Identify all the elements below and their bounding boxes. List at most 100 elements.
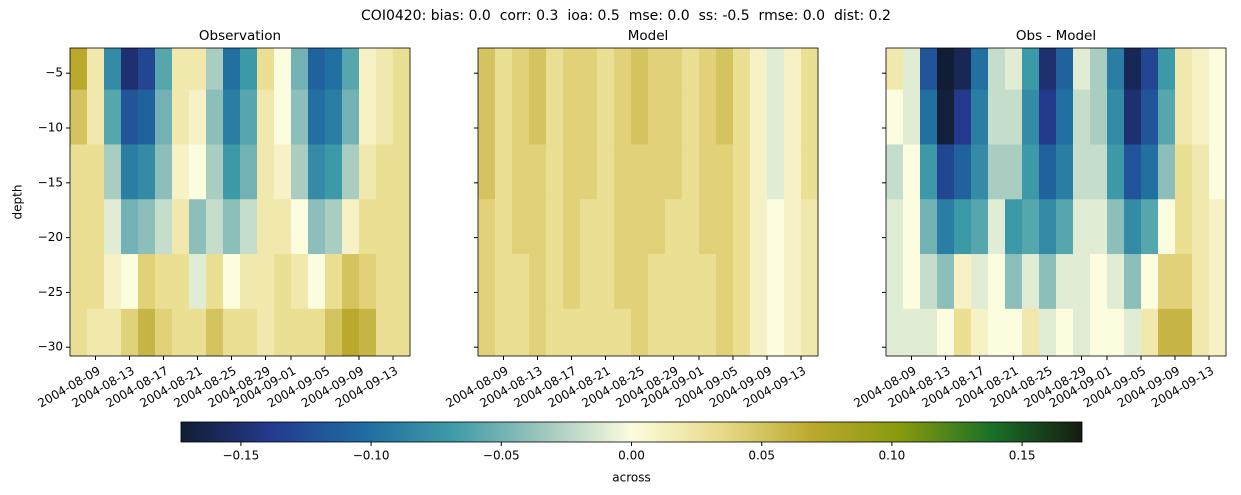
heatmap-cell: [172, 254, 190, 310]
heatmap-cell: [1158, 89, 1176, 145]
heatmap-cell: [954, 308, 972, 356]
heatmap-cell: [274, 48, 292, 91]
heatmap-cell: [1141, 48, 1159, 91]
y-tick-label: −10: [38, 121, 63, 135]
heatmap-cell: [988, 308, 1006, 356]
heatmap-cell: [223, 254, 241, 310]
heatmap-cell: [121, 254, 139, 310]
heatmap-cell: [359, 144, 377, 200]
heatmap-cell: [648, 89, 666, 145]
heatmap-cell: [512, 144, 530, 200]
heatmap-cell: [954, 48, 972, 91]
heatmap-cell: [189, 199, 207, 255]
heatmap-cell: [1141, 144, 1159, 200]
heatmap-cell: [937, 254, 955, 310]
heatmap-cell: [104, 144, 122, 200]
heatmap-cell: [1209, 48, 1226, 91]
heatmap-cell: [665, 199, 683, 255]
heatmap-cell: [121, 144, 139, 200]
heatmap-cell: [920, 308, 938, 356]
heatmap-cell: [767, 254, 785, 310]
heatmap-cell: [1209, 144, 1226, 200]
heatmap-cell: [512, 199, 530, 255]
heatmap-cell: [988, 254, 1006, 310]
heatmap-cell: [597, 144, 615, 200]
heatmap-cell: [172, 308, 190, 356]
heatmap-cell: [206, 48, 224, 91]
heatmap-cell: [495, 199, 513, 255]
heatmap-cell: [716, 48, 734, 91]
heatmap-cell: [1192, 48, 1210, 91]
heatmap-cell: [138, 144, 156, 200]
heatmap-cell: [291, 144, 309, 200]
heatmap-cell: [733, 48, 751, 91]
colorbar-tick-label: −0.05: [483, 449, 520, 463]
heatmap-cell: [886, 308, 904, 356]
heatmap-cell: [1073, 308, 1091, 356]
heatmap-cell: [240, 308, 258, 356]
heatmap-cell: [240, 254, 258, 310]
heatmap-cell: [1022, 48, 1040, 91]
heatmap-cell: [784, 199, 802, 255]
heatmap-cell: [376, 308, 394, 356]
heatmap-cell: [1124, 199, 1142, 255]
heatmap-cell: [937, 199, 955, 255]
heatmap-cell: [716, 89, 734, 145]
heatmap-cell: [1022, 144, 1040, 200]
heatmap-cell: [903, 144, 921, 200]
heatmap-cell: [648, 199, 666, 255]
heatmap-cell: [529, 199, 547, 255]
heatmap-cell: [988, 89, 1006, 145]
heatmap-cell: [1141, 254, 1159, 310]
heatmap-cell: [801, 254, 818, 310]
heatmap-cell: [971, 199, 989, 255]
heatmap-cell: [920, 199, 938, 255]
heatmap-cell: [104, 48, 122, 91]
heatmap-cell: [920, 144, 938, 200]
heatmap-cell: [1005, 89, 1023, 145]
heatmap-cell: [1175, 48, 1193, 91]
heatmap-cell: [1039, 144, 1057, 200]
heatmap-cell: [631, 308, 649, 356]
heatmap-cell: [801, 308, 818, 356]
heatmap-cell: [189, 144, 207, 200]
heatmap-cell: [733, 144, 751, 200]
heatmap-cell: [155, 254, 173, 310]
heatmap-cell: [665, 254, 683, 310]
heatmap-cell: [1005, 48, 1023, 91]
heatmap-cell: [206, 89, 224, 145]
heatmap-cell: [291, 89, 309, 145]
heatmap-cell: [750, 89, 768, 145]
heatmap-cell: [1005, 308, 1023, 356]
heatmap-cell: [1192, 199, 1210, 255]
heatmap-cell: [954, 144, 972, 200]
heatmap-cell: [971, 48, 989, 91]
heatmap-cell: [87, 308, 105, 356]
heatmap-cell: [342, 89, 360, 145]
heatmap-cell: [1209, 199, 1226, 255]
heatmap-cell: [546, 48, 564, 91]
heatmap-cell: [971, 89, 989, 145]
heatmap-cells: [886, 48, 1226, 356]
heatmap-cell: [104, 254, 122, 310]
heatmap-cell: [478, 254, 496, 310]
heatmap-cell: [359, 199, 377, 255]
heatmap-cell: [1039, 89, 1057, 145]
heatmap-cell: [750, 254, 768, 310]
heatmap-cell: [478, 144, 496, 200]
heatmap-cell: [597, 89, 615, 145]
heatmap-cell: [648, 48, 666, 91]
heatmap-cell: [70, 254, 88, 310]
heatmap-cell: [648, 308, 666, 356]
heatmap-cell: [87, 199, 105, 255]
heatmap-cell: [70, 144, 88, 200]
heatmap-cell: [801, 89, 818, 145]
heatmap-cell: [1005, 199, 1023, 255]
heatmap-cell: [342, 48, 360, 91]
heatmap-cell: [903, 199, 921, 255]
heatmap-cell: [750, 199, 768, 255]
heatmap-cell: [1158, 308, 1176, 356]
heatmap-cell: [512, 254, 530, 310]
heatmap-cell: [767, 144, 785, 200]
heatmap-cell: [614, 254, 632, 310]
